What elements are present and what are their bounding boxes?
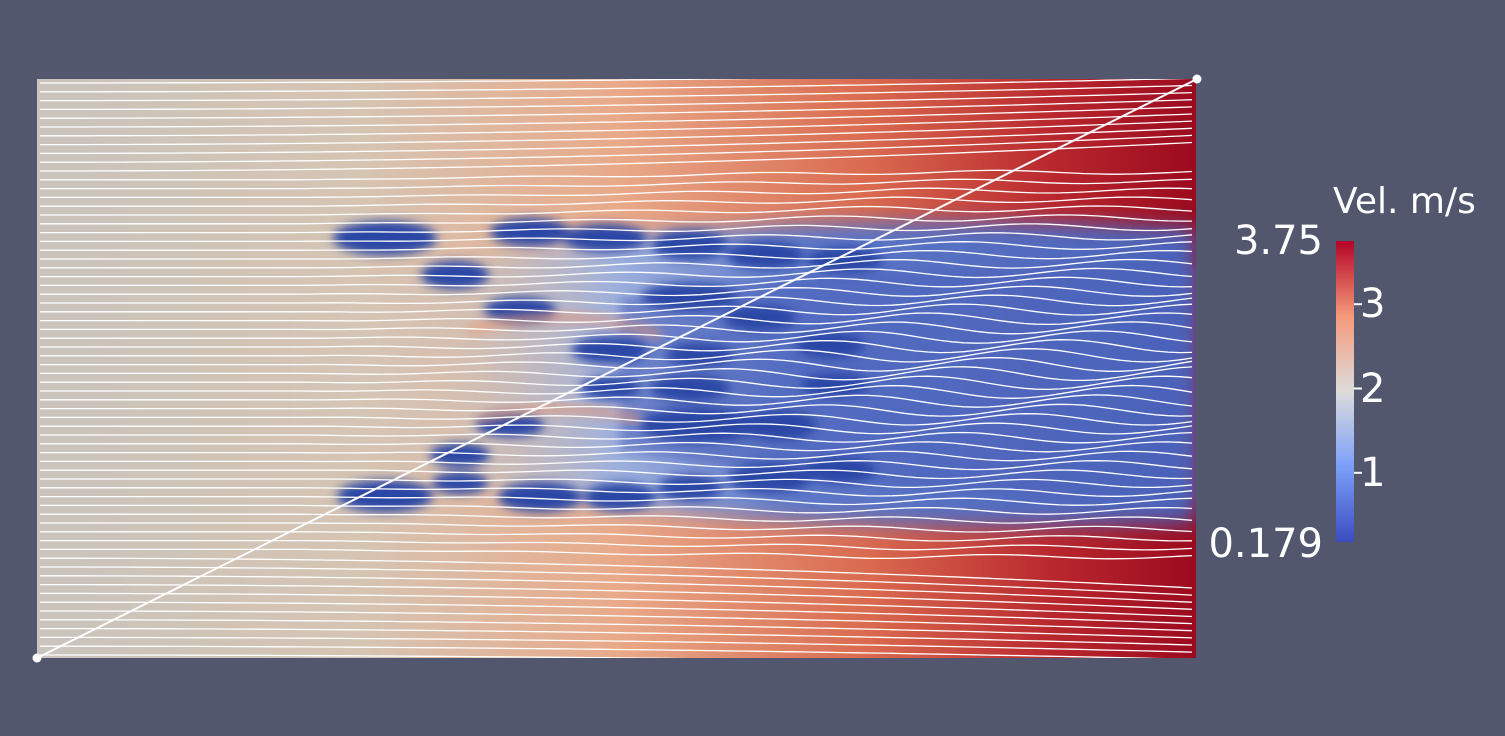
streamline: [40, 566, 1193, 596]
streamline: [40, 113, 1193, 137]
streamline: [40, 84, 1193, 102]
streamline: [40, 469, 1193, 480]
streamline: [40, 539, 1193, 551]
streamline: [40, 441, 1193, 453]
streamline: [40, 531, 1193, 542]
streamline: [40, 478, 1193, 489]
streamline: [40, 241, 1193, 251]
streamline: [40, 223, 1193, 234]
streamline: [40, 196, 1193, 207]
color-legend-bar[interactable]: [1336, 241, 1354, 542]
streamline: [40, 583, 1193, 610]
streamline: [40, 627, 1193, 646]
streamline: [40, 375, 1193, 391]
probe-line: [36, 78, 1198, 659]
streamline: [40, 106, 1193, 128]
streamline: [40, 127, 1193, 155]
streamline: [40, 450, 1193, 462]
vortex-blob: [666, 343, 734, 367]
streamline: [40, 592, 1193, 618]
streamline: [40, 431, 1193, 444]
vortex-blob: [801, 373, 869, 397]
vortex-blob: [563, 224, 647, 252]
streamline: [40, 513, 1193, 524]
streamline: [40, 422, 1193, 435]
streamline: [40, 487, 1193, 497]
shear-layer-bottom: [478, 403, 642, 425]
streamlines: [40, 79, 1193, 658]
shear-layer-top: [468, 312, 662, 340]
vortex-blob: [584, 483, 656, 511]
color-legend-title: Vel. m/s: [1333, 181, 1476, 222]
streamline: [40, 330, 1193, 344]
vortex-blob: [728, 463, 812, 493]
color-legend-min-label: 0.179: [1208, 521, 1323, 567]
color-legend-max-label: 3.75: [1233, 218, 1323, 264]
streamline: [40, 522, 1193, 533]
vortex-blob: [724, 305, 796, 331]
streamline: [40, 120, 1193, 146]
streamline: [40, 460, 1193, 471]
streamline: [40, 303, 1193, 316]
vortex-blob: [432, 472, 488, 494]
streamline: [40, 79, 1191, 93]
vortex-blob: [796, 332, 864, 358]
vortex-blob: [727, 241, 803, 269]
vortex-blob: [807, 247, 883, 273]
streamline: [40, 339, 1193, 354]
streamline: [40, 321, 1193, 335]
streamline: [40, 654, 695, 658]
streamline: [40, 187, 1193, 199]
streamline: [40, 312, 1193, 326]
streamline: [40, 394, 1193, 408]
streamline: [40, 548, 1193, 560]
streamline: [40, 348, 1193, 363]
vortex-blob: [580, 376, 640, 400]
streamline: [40, 557, 1193, 589]
color-legend-ticks: [1354, 303, 1362, 474]
streamline: [40, 134, 1193, 163]
streamline: [40, 366, 1193, 382]
color-legend-tick-label: 2: [1360, 365, 1386, 412]
streamline: [40, 294, 1193, 307]
streamline: [40, 645, 1166, 658]
streamline: [40, 495, 1193, 506]
streamline: [40, 205, 1193, 216]
streamline: [40, 169, 1193, 181]
vortex-blob: [658, 475, 722, 501]
vortex-blob: [650, 375, 730, 401]
color-legend-tick-label: 1: [1360, 449, 1386, 496]
streamline: [40, 91, 1193, 111]
streamline: [40, 619, 1193, 639]
streamline: [40, 413, 1193, 426]
color-legend-tick-label: 3: [1360, 281, 1386, 328]
vortex-blob: [333, 221, 437, 255]
streamline: [40, 504, 1193, 515]
streamline: [40, 214, 1192, 225]
streamline: [40, 267, 1193, 279]
streamline: [40, 610, 1193, 632]
streamline: [40, 232, 1193, 243]
probe-line-start-handle[interactable]: [32, 653, 42, 663]
streamline: [40, 384, 1193, 399]
streamline: [40, 276, 1193, 288]
vortex-blob: [421, 261, 489, 289]
streamline: [40, 79, 764, 84]
streamline: [40, 636, 1193, 653]
streamline: [40, 575, 1193, 603]
streamline: [40, 258, 1193, 269]
vortex-blob: [430, 443, 490, 467]
streamline: [40, 141, 1193, 172]
streamline: [40, 99, 1193, 119]
probe-line-end-handle[interactable]: [1192, 74, 1202, 84]
streamline: [40, 178, 1193, 190]
streamline: [40, 601, 1193, 625]
streamline: [40, 285, 1193, 297]
streamline: [40, 356, 1193, 372]
streamline: [40, 403, 1193, 417]
streamline: [40, 249, 1193, 260]
